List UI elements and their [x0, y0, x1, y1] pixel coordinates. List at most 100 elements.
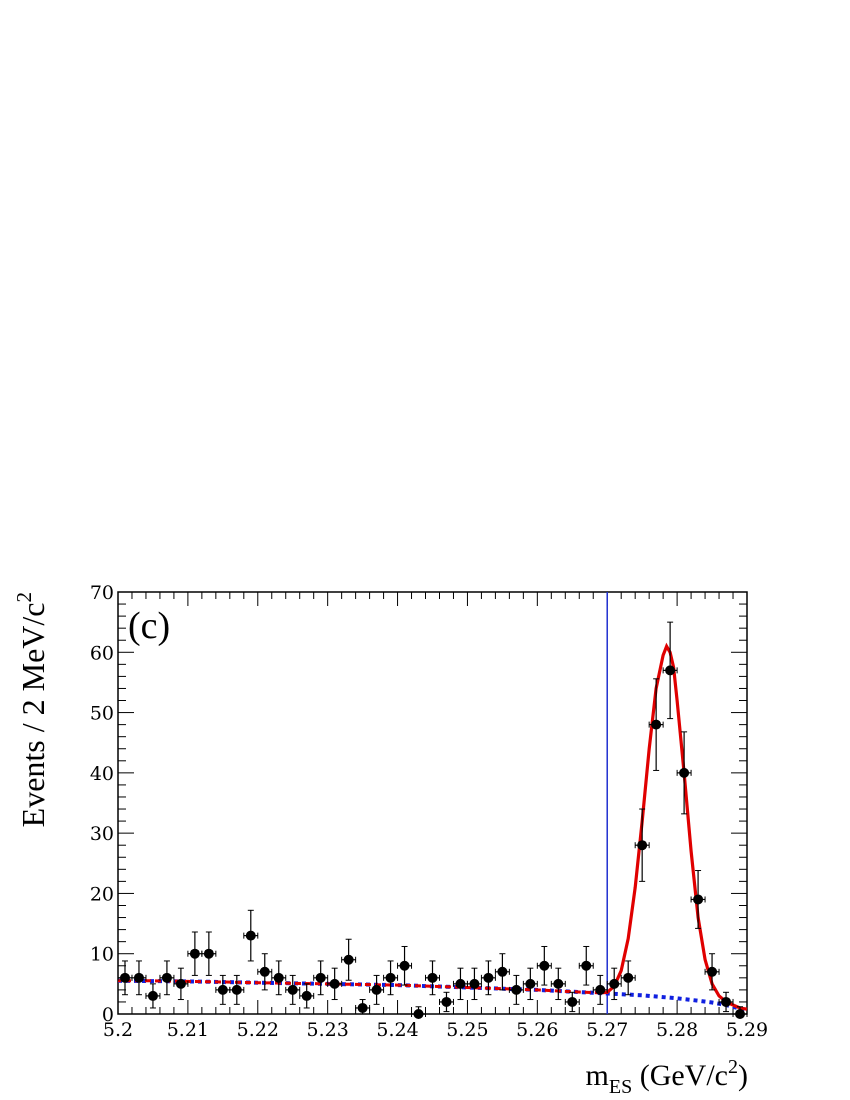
data-point — [550, 967, 566, 1001]
data-point — [690, 870, 706, 929]
data-marker — [511, 984, 522, 995]
data-marker — [539, 960, 550, 971]
data-point — [648, 678, 664, 771]
data-marker — [693, 894, 704, 905]
x-tick-label: 5.21 — [167, 1019, 209, 1041]
data-point — [438, 991, 454, 1013]
y-axis-title: Events / 2 MeV/c2 — [12, 592, 51, 827]
panel-label: (c) — [128, 605, 170, 647]
x-axis-title-main: m — [586, 1059, 609, 1092]
data-marker — [273, 972, 284, 983]
y-axis-title-main: Events / 2 MeV/c — [15, 603, 51, 828]
data-marker — [329, 978, 340, 989]
y-tick-label: 40 — [90, 763, 114, 785]
data-point — [243, 909, 259, 962]
data-marker — [637, 840, 648, 851]
data-marker — [119, 972, 130, 983]
data-point — [452, 967, 468, 1001]
data-point — [327, 967, 343, 1001]
data-marker — [371, 984, 382, 995]
data-marker — [665, 665, 676, 676]
data-marker — [595, 984, 606, 995]
data-point — [508, 974, 524, 1005]
data-point — [411, 1006, 427, 1019]
data-point — [425, 960, 440, 996]
data-point — [271, 960, 287, 996]
x-tick-label: 5.25 — [446, 1019, 488, 1041]
data-marker — [203, 948, 214, 959]
data-point — [536, 945, 552, 986]
x-tick-label: 5.24 — [376, 1019, 418, 1041]
data-marker — [483, 972, 494, 983]
data-marker — [161, 972, 172, 983]
data-marker — [315, 972, 326, 983]
data-point — [313, 960, 329, 996]
data-point — [145, 983, 161, 1009]
data-marker — [441, 996, 452, 1007]
data-marker — [427, 972, 438, 983]
data-point — [732, 1006, 748, 1019]
y-tick-label: 50 — [90, 703, 114, 725]
y-tick-label: 0 — [102, 1004, 114, 1026]
data-marker — [679, 767, 690, 778]
data-point — [117, 960, 133, 996]
data-marker — [399, 960, 410, 971]
data-point — [201, 931, 217, 976]
data-marker — [413, 1009, 424, 1019]
data-point — [578, 945, 594, 986]
data-point — [606, 967, 622, 1001]
data-point — [494, 953, 510, 991]
data-point — [522, 967, 538, 1001]
data-marker — [525, 978, 536, 989]
y-tick-label: 70 — [90, 582, 114, 604]
data-marker — [287, 984, 298, 995]
x-tick-label: 5.22 — [237, 1019, 279, 1041]
data-point — [704, 953, 720, 991]
x-axis-title-unit-sup: 2 — [728, 1056, 738, 1078]
data-point — [257, 953, 273, 991]
data-marker — [567, 996, 578, 1007]
data-marker — [651, 719, 662, 730]
data-point — [159, 960, 175, 996]
data-marker — [455, 978, 466, 989]
x-tick-label: 5.2 — [103, 1019, 133, 1041]
data-point — [299, 983, 315, 1009]
data-point — [634, 808, 650, 882]
data-point — [369, 974, 385, 1005]
total-fit-line-peak — [600, 642, 748, 1011]
data-point — [341, 938, 357, 981]
data-marker — [609, 978, 620, 989]
data-point — [620, 960, 636, 996]
data-point — [173, 967, 189, 1001]
x-axis-title: mES (GeV/c2) — [586, 1056, 748, 1098]
data-marker — [385, 972, 396, 983]
x-tick-label: 5.29 — [726, 1019, 768, 1041]
data-point — [187, 931, 203, 976]
data-marker — [623, 972, 634, 983]
data-marker — [357, 1002, 368, 1013]
y-axis-title-sup: 2 — [12, 592, 36, 603]
data-point — [131, 960, 147, 996]
data-marker — [721, 996, 732, 1007]
data-marker — [469, 978, 480, 989]
data-marker — [133, 972, 144, 983]
tick-labels: 5.2 5.21 5.22 5.23 5.24 5.25 5.26 5.27 5.28 5.29 0… — [90, 582, 768, 1041]
data-marker — [497, 966, 508, 977]
x-tick-label: 5.26 — [516, 1019, 558, 1041]
x-axis-title-unit: (GeV/c — [632, 1059, 728, 1092]
data-point — [662, 621, 678, 720]
data-marker — [217, 984, 228, 995]
data-marker — [175, 978, 186, 989]
data-point — [718, 991, 734, 1013]
data-point — [564, 991, 580, 1013]
data-point — [676, 731, 692, 815]
x-tick-label: 5.23 — [307, 1019, 349, 1041]
data-points — [117, 621, 748, 1019]
data-point — [592, 974, 608, 1005]
data-marker — [245, 930, 256, 941]
axis-ticks — [117, 591, 748, 1015]
x-axis-title-sub: ES — [609, 1076, 632, 1098]
data-marker — [301, 990, 312, 1001]
total-fit-line-sideband — [118, 979, 608, 995]
